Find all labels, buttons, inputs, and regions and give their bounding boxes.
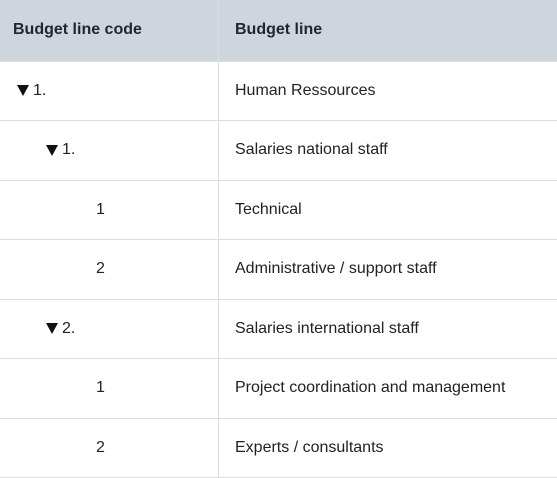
table-row[interactable]: 1 Technical	[0, 180, 557, 240]
budget-line-code: 1	[96, 379, 105, 397]
budget-line-label: Project coordination and management	[219, 379, 557, 397]
table-row[interactable]: 1. Salaries national staff	[0, 121, 557, 181]
line-cell: Experts / consultants	[219, 418, 557, 478]
code-wrapper: 1.	[0, 82, 218, 100]
budget-line-label: Experts / consultants	[219, 439, 557, 457]
budget-line-label: Human Ressources	[219, 82, 557, 100]
line-cell: Administrative / support staff	[219, 240, 557, 300]
table-row[interactable]: 2. Salaries international staff	[0, 299, 557, 359]
budget-line-label: Salaries international staff	[219, 320, 557, 338]
code-cell: 1.	[0, 61, 219, 121]
code-wrapper: 1.	[0, 141, 218, 159]
budget-line-code: 2.	[62, 320, 75, 338]
code-cell: 2	[0, 418, 219, 478]
caret-down-icon[interactable]	[46, 323, 58, 334]
code-wrapper: 1	[0, 379, 218, 397]
budget-line-label: Salaries national staff	[219, 141, 557, 159]
column-header-code-label: Budget line code	[0, 21, 218, 39]
line-cell: Salaries international staff	[219, 299, 557, 359]
line-cell: Project coordination and management	[219, 359, 557, 419]
code-cell: 1	[0, 180, 219, 240]
table-header: Budget line code Budget line	[0, 0, 557, 61]
code-wrapper: 1	[0, 201, 218, 219]
table-row[interactable]: 2 Administrative / support staff	[0, 240, 557, 300]
budget-line-code: 1.	[33, 82, 46, 100]
budget-line-label: Administrative / support staff	[219, 260, 557, 278]
code-wrapper: 2	[0, 260, 218, 278]
caret-down-icon[interactable]	[17, 85, 29, 96]
table-row[interactable]: 2 Experts / consultants	[0, 418, 557, 478]
code-wrapper: 2.	[0, 320, 218, 338]
code-wrapper: 2	[0, 439, 218, 457]
column-header-code[interactable]: Budget line code	[0, 0, 219, 61]
table-header-row: Budget line code Budget line	[0, 0, 557, 61]
budget-line-code: 2	[96, 439, 105, 457]
table-row[interactable]: 1. Human Ressources	[0, 61, 557, 121]
budget-line-code: 2	[96, 260, 105, 278]
column-header-line[interactable]: Budget line	[219, 0, 557, 61]
table-body: 1. Human Ressources 1. Salaries national…	[0, 61, 557, 478]
column-header-line-label: Budget line	[219, 21, 557, 39]
code-cell: 1.	[0, 121, 219, 181]
table-row[interactable]: 1 Project coordination and management	[0, 359, 557, 419]
line-cell: Salaries national staff	[219, 121, 557, 181]
budget-line-label: Technical	[219, 201, 557, 219]
code-cell: 2	[0, 240, 219, 300]
code-cell: 1	[0, 359, 219, 419]
line-cell: Technical	[219, 180, 557, 240]
line-cell: Human Ressources	[219, 61, 557, 121]
code-cell: 2.	[0, 299, 219, 359]
caret-down-icon[interactable]	[46, 145, 58, 156]
budget-line-code: 1	[96, 201, 105, 219]
budget-line-code: 1.	[62, 141, 75, 159]
